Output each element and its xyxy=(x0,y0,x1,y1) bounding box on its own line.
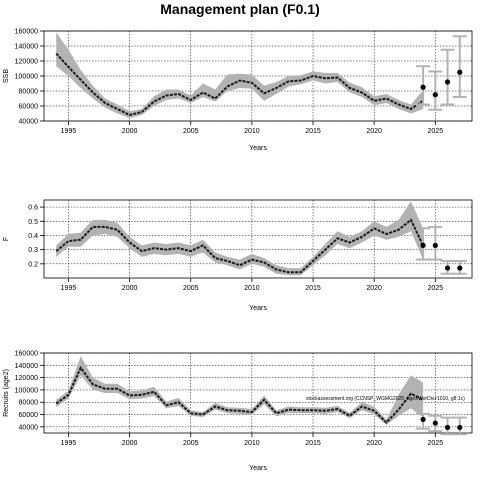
x-axis-label: Years xyxy=(249,465,267,472)
ssb-panel: 1995 2000 2005 2010 2015 2020 2025 40000 60000 80… xyxy=(3,29,473,152)
forecast-point xyxy=(457,265,463,271)
y-axis-label: SSB xyxy=(3,69,10,83)
y-tick-label: 120000 xyxy=(15,375,38,382)
x-tick-label: 2010 xyxy=(244,440,260,447)
y-tick-label: 140000 xyxy=(15,363,38,370)
x-tick-label: 2000 xyxy=(122,285,138,292)
y-tick-label: 0.2 xyxy=(28,261,38,268)
y-tick-label: 0.4 xyxy=(28,233,38,240)
y-tick-label: 80000 xyxy=(19,89,39,96)
x-axis-label: Years xyxy=(249,305,267,312)
forecast-point xyxy=(444,424,451,431)
estimate-line xyxy=(55,365,424,424)
x-tick-label: 2000 xyxy=(122,128,138,135)
x-tick-label: 1995 xyxy=(61,285,77,292)
forecast-point xyxy=(420,242,426,248)
x-tick-label: 2010 xyxy=(244,285,260,292)
forecast-point xyxy=(420,416,426,423)
plot-frame xyxy=(43,199,473,279)
y-tick-label: 100000 xyxy=(15,74,38,81)
x-tick-label: 1995 xyxy=(61,128,77,135)
x-tick-label: 2025 xyxy=(428,285,444,292)
source-annotation: stockassessment.org (CCNSP_WGMG2025_age2… xyxy=(306,396,465,402)
forecast-point xyxy=(457,69,463,75)
forecast-point xyxy=(457,424,463,431)
x-tick-label: 2025 xyxy=(428,128,444,135)
fishing-mortality-panel: 1995 2000 2005 2010 2015 2020 2025 0.2 0.3 0.4 0.5… xyxy=(3,199,473,312)
confidence-band xyxy=(56,32,424,118)
x-tick-label: 2020 xyxy=(366,128,382,135)
x-tick-label: 1995 xyxy=(61,440,77,447)
y-tick-label: 100000 xyxy=(15,387,38,394)
x-tick-label: 2000 xyxy=(122,440,138,447)
x-tick-label: 2015 xyxy=(305,285,321,292)
x-tick-label: 2005 xyxy=(183,440,199,447)
y-tick-label: 60000 xyxy=(19,412,39,419)
forecast-point xyxy=(444,265,451,271)
y-tick-label: 80000 xyxy=(19,400,39,407)
forecast-point xyxy=(420,84,426,90)
x-tick-label: 2005 xyxy=(183,128,199,135)
forecast-point xyxy=(432,420,438,426)
confidence-band xyxy=(56,201,424,276)
x-tick-label: 2025 xyxy=(428,440,444,447)
y-tick-label: 0.6 xyxy=(28,205,38,212)
x-tick-label: 2015 xyxy=(305,440,321,447)
figure-title: Management plan (F0.1) xyxy=(160,1,319,17)
forecast-point xyxy=(432,92,438,98)
x-tick-label: 2020 xyxy=(366,285,382,292)
y-tick-label: 40000 xyxy=(19,119,39,126)
x-tick-label: 2005 xyxy=(183,285,199,292)
y-tick-label: 160000 xyxy=(15,351,38,358)
forecast-point xyxy=(444,79,451,85)
y-tick-label: 60000 xyxy=(19,104,39,111)
y-tick-label: 120000 xyxy=(15,59,38,66)
confidence-band xyxy=(56,356,424,425)
y-tick-label: 0.5 xyxy=(28,219,38,226)
x-axis-label: Years xyxy=(249,145,267,152)
estimate-line xyxy=(55,52,424,117)
y-axis-label: Recruits (age2) xyxy=(3,369,10,417)
y-tick-label: 160000 xyxy=(15,29,38,36)
recruitment-panel: 1995 2000 2005 2010 2015 2020 2025 40000 60000 80… xyxy=(3,351,473,472)
forecast-point xyxy=(432,242,438,248)
y-axis-label: F xyxy=(3,237,10,241)
y-tick-label: 0.3 xyxy=(28,247,38,254)
x-tick-label: 2020 xyxy=(366,440,382,447)
estimate-line xyxy=(55,218,425,274)
x-tick-label: 2015 xyxy=(305,128,321,135)
y-tick-label: 140000 xyxy=(15,44,38,51)
y-tick-label: 40000 xyxy=(19,424,39,431)
x-tick-label: 2010 xyxy=(244,128,260,135)
